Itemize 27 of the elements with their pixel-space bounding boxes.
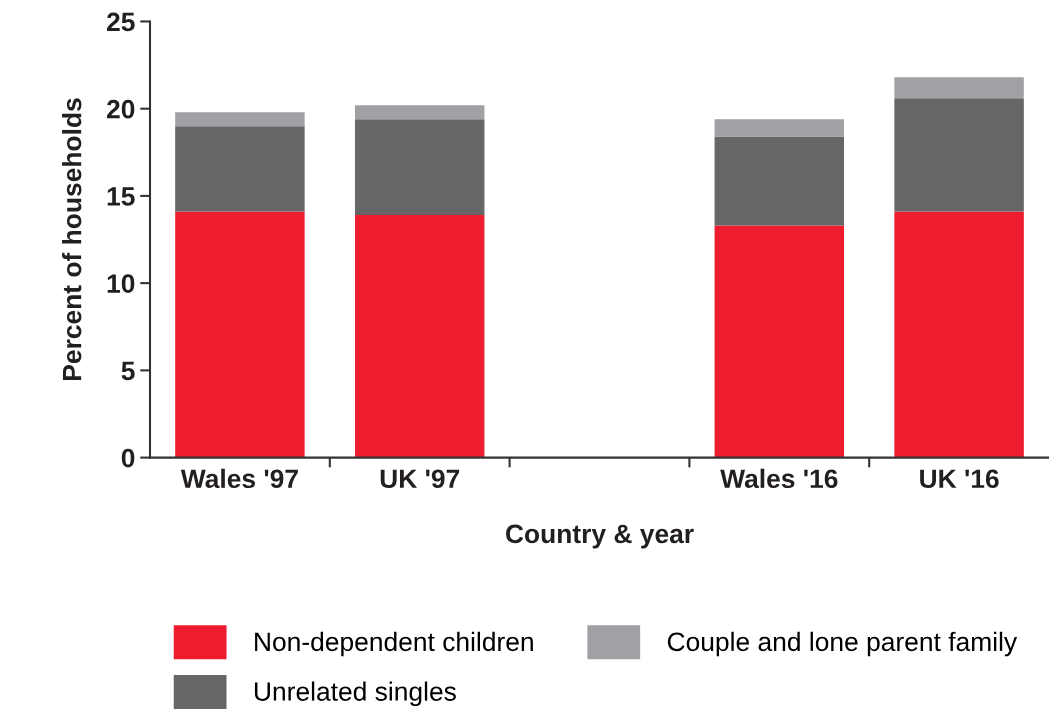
bar [354, 215, 485, 458]
bar [894, 77, 1024, 99]
bar [894, 98, 1024, 212]
x-tick-label: Wales '16 [720, 468, 838, 489]
legend-label: Unrelated singles [254, 681, 456, 707]
x-tick-label: UK '97 [380, 469, 460, 489]
y-tick-label: 5 [121, 361, 135, 381]
x-axis-title: Country & year [506, 524, 694, 549]
x-tick-label: UK '16 [920, 469, 999, 489]
y-tick-label: 25 [106, 12, 135, 32]
y-tick-label: 10 [107, 274, 135, 293]
y-tick-label: 20 [106, 99, 135, 119]
bar [354, 119, 485, 216]
x-tick-label: Wales '97 [180, 468, 298, 489]
bar [894, 211, 1024, 458]
y-tick-label: 15 [107, 187, 135, 206]
bar [354, 105, 485, 120]
bar [175, 112, 305, 127]
y-axis-title: Percent of households [62, 98, 82, 380]
bar [175, 211, 305, 458]
bar [714, 119, 845, 137]
bar [175, 126, 305, 212]
legend-label: Couple and lone parent family [667, 631, 1018, 657]
legend-label: Non-dependent children [255, 631, 533, 657]
bar [714, 225, 845, 458]
y-tick-label: 0 [121, 448, 135, 468]
bar [714, 136, 845, 226]
